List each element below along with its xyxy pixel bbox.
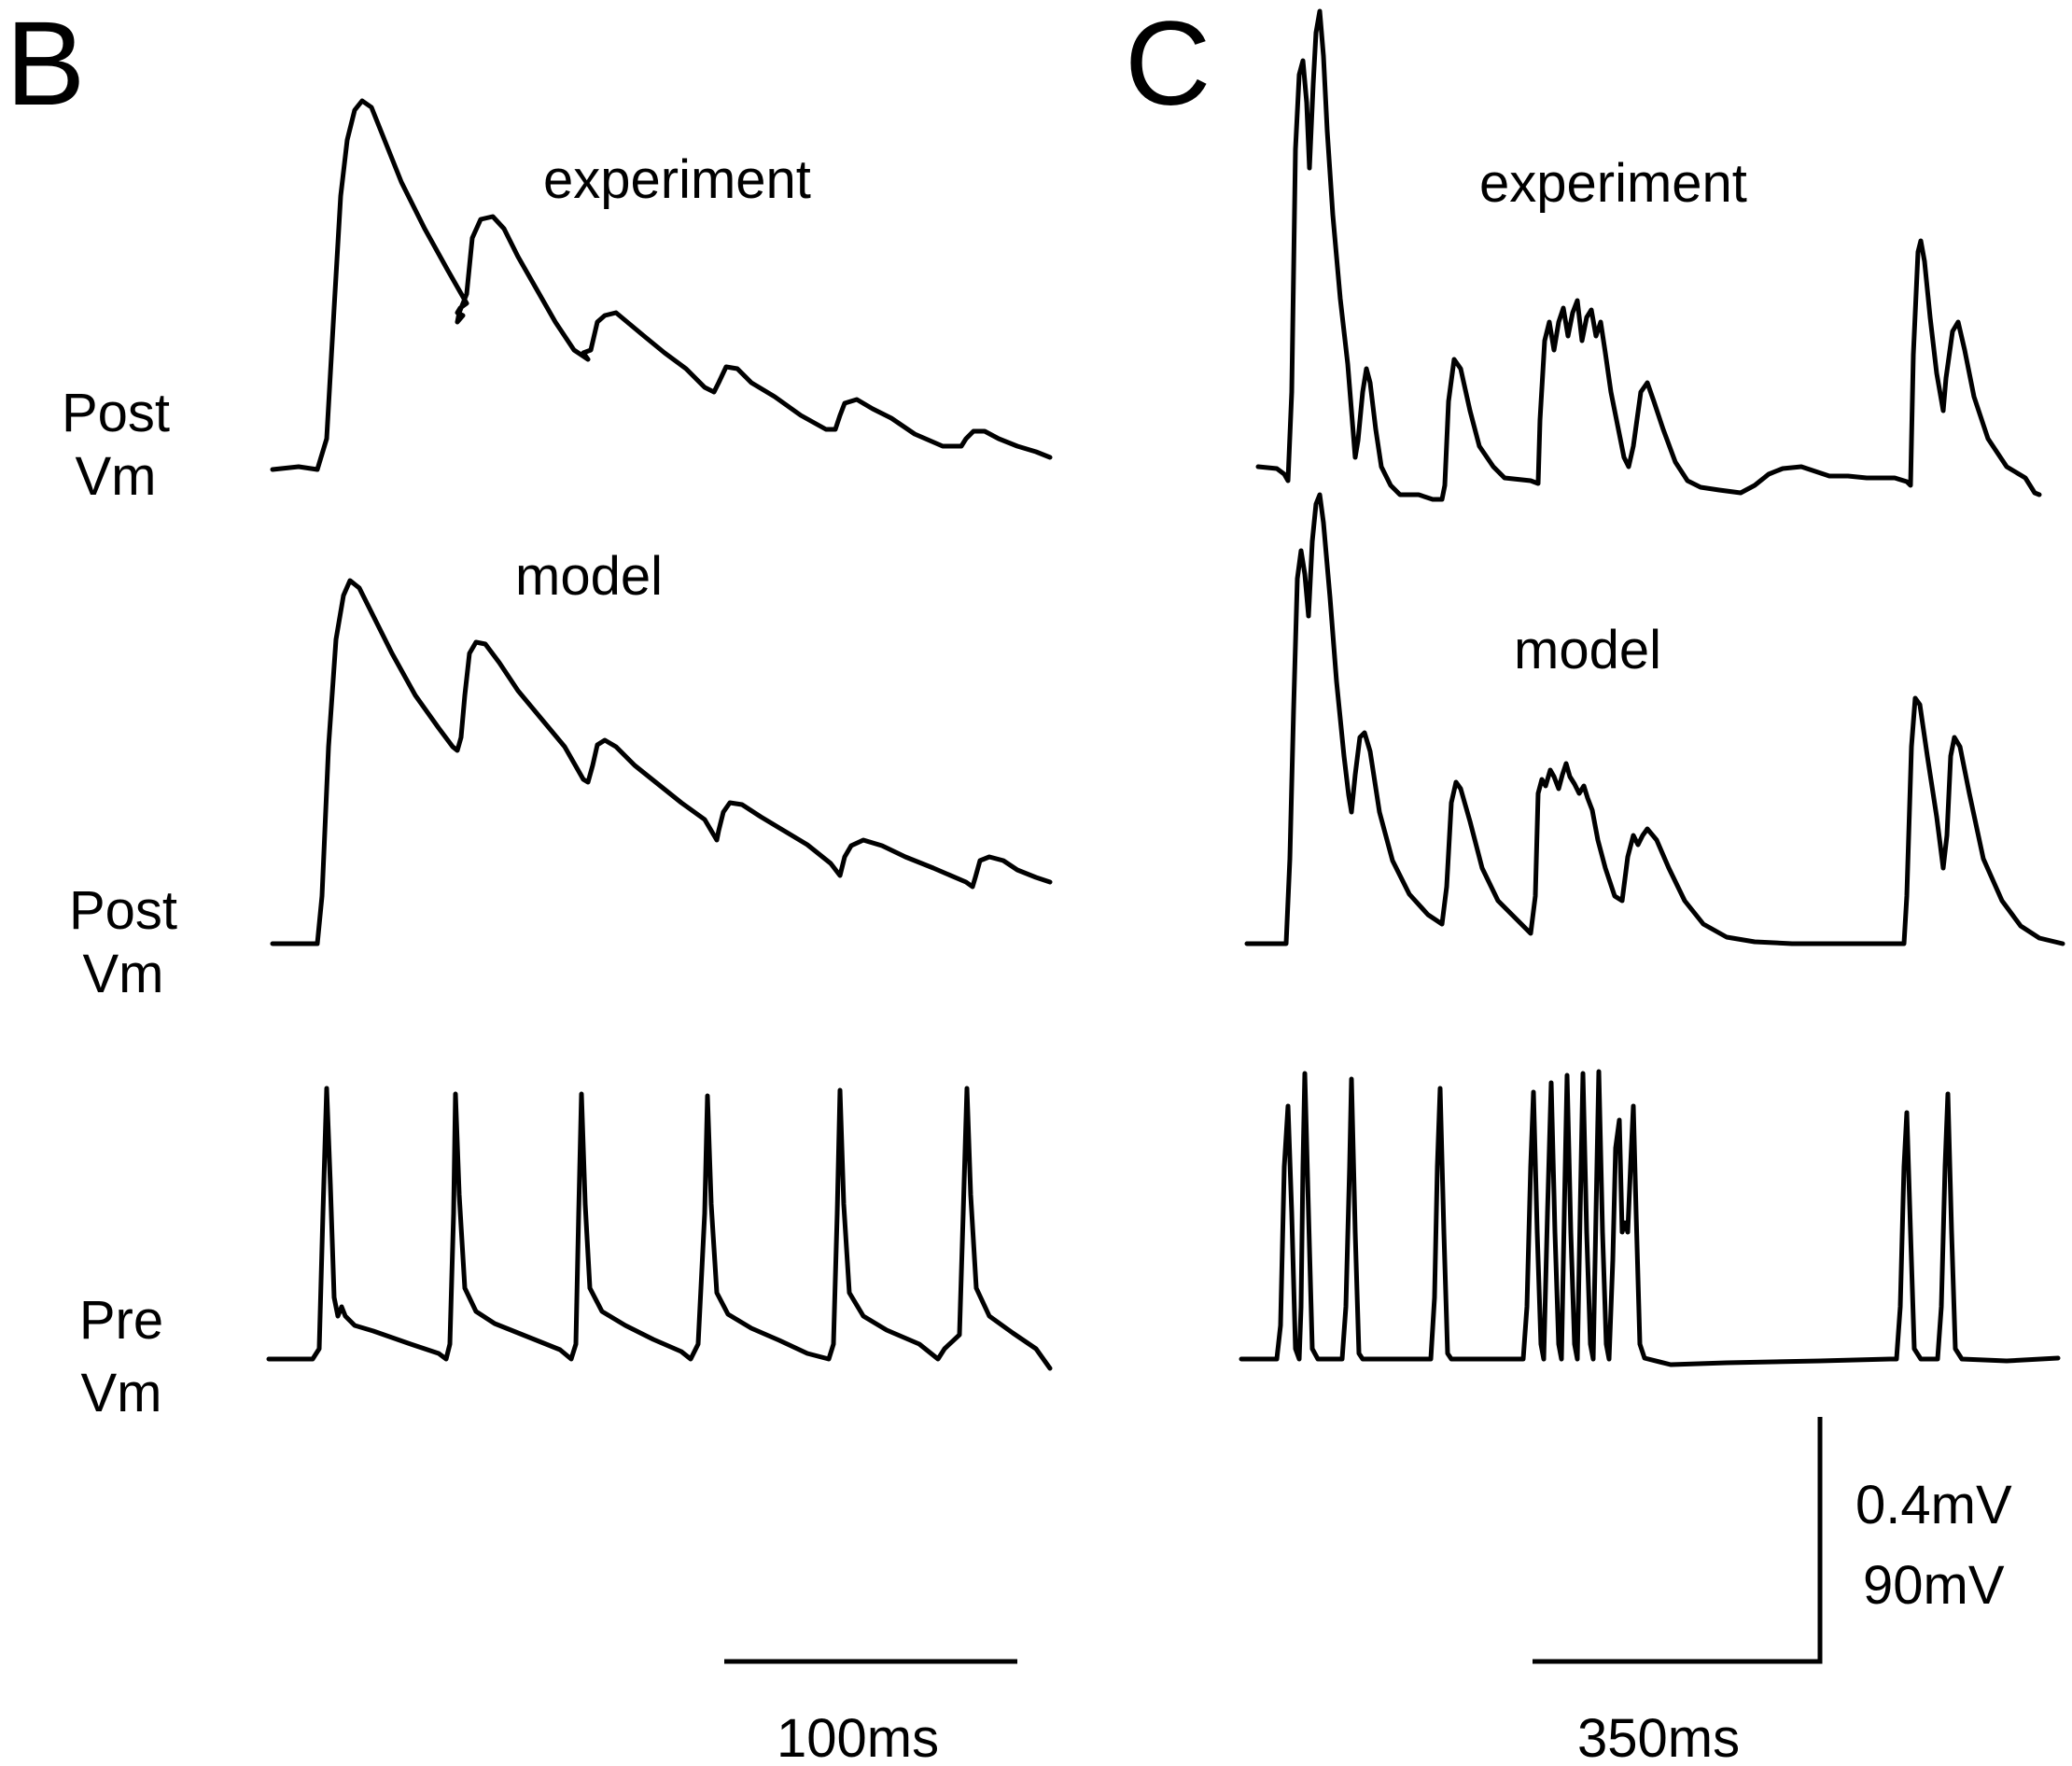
b-post-exp-label-2: Vm <box>76 446 157 507</box>
b-experiment-label: experiment <box>543 149 811 210</box>
b-post-model-label-1: Post <box>69 880 177 941</box>
b-experiment-trace <box>270 98 1053 472</box>
c-voltage-scale-label-2: 90mV <box>1863 1555 2005 1616</box>
c-model-trace <box>1244 492 2065 946</box>
b-time-scale-label: 100ms <box>777 1708 939 1766</box>
c-experiment-trace <box>1255 8 2042 502</box>
b-pre-trace <box>266 1086 1053 1371</box>
b-post-exp-label-1: Post <box>62 383 170 443</box>
b-pre-label-1: Pre <box>79 1290 163 1351</box>
b-pre-label-2: Vm <box>81 1363 162 1423</box>
c-pre-trace <box>1239 1069 2061 1367</box>
c-time-scale-label: 350ms <box>1577 1708 1740 1766</box>
c-experiment-label: experiment <box>1479 153 1747 214</box>
c-scale-bar <box>1533 1417 1823 1664</box>
b-model-trace <box>270 578 1053 946</box>
b-post-model-label-2: Vm <box>83 944 164 1004</box>
c-voltage-scale-label-1: 0.4mV <box>1855 1475 2012 1535</box>
panel-letter-c: C <box>1125 0 1211 131</box>
b-model-label: model <box>515 546 663 607</box>
c-model-label: model <box>1514 620 1661 680</box>
panel-letter-b: B <box>6 0 85 131</box>
